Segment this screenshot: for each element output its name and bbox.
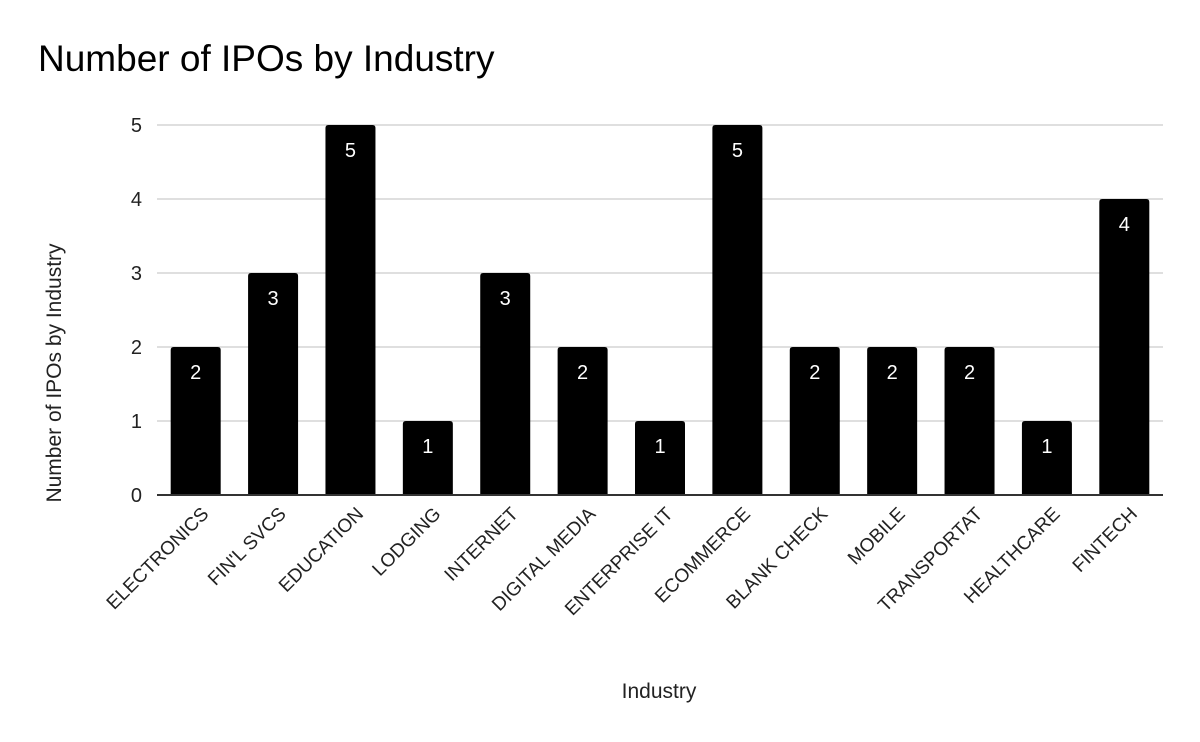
data-label: 1 <box>1041 436 1052 458</box>
data-label: 3 <box>268 288 279 310</box>
y-tick-label: 3 <box>131 263 142 285</box>
bar <box>480 273 531 495</box>
bar <box>557 347 608 495</box>
bar <box>635 421 685 495</box>
bar <box>789 347 840 495</box>
x-tick-label: INTERNET <box>441 503 523 585</box>
y-tick-label: 2 <box>131 337 142 359</box>
bar <box>867 347 918 495</box>
bar <box>402 421 453 495</box>
data-label: 2 <box>964 362 975 384</box>
bar <box>1021 421 1072 495</box>
y-tick-label: 4 <box>131 189 142 211</box>
chart-title: Number of IPOs by Industry <box>38 38 495 79</box>
x-tick-label: MOBILE <box>844 504 910 570</box>
x-tick-label: FINTECH <box>1069 504 1142 577</box>
data-label: 2 <box>809 362 820 384</box>
data-label: 5 <box>345 140 356 162</box>
x-tick-label: ELECTRONICS <box>103 504 213 614</box>
data-label: 1 <box>654 436 665 458</box>
data-label: 3 <box>500 288 511 310</box>
x-tick-label: FIN'L SVCS <box>204 504 290 590</box>
y-tick-label: 5 <box>131 115 142 137</box>
gridlines <box>157 124 1163 422</box>
x-tick-label: LODGING <box>369 504 446 581</box>
x-axis-title: Industry <box>622 680 697 703</box>
data-label: 2 <box>887 362 898 384</box>
bar <box>325 125 376 495</box>
data-label: 2 <box>577 362 588 384</box>
bar <box>944 347 995 495</box>
y-axis-title: Number of IPOs by Industry <box>43 243 66 503</box>
data-labels: 2 3 5 1 3 2 1 5 2 2 2 1 4 <box>190 140 1130 458</box>
y-tick-label: 1 <box>131 411 142 433</box>
bar <box>170 347 221 495</box>
bar <box>712 125 763 495</box>
bar <box>1099 199 1150 495</box>
data-label: 1 <box>422 436 433 458</box>
bar <box>248 273 299 495</box>
y-tick-label: 0 <box>131 485 142 507</box>
bars <box>170 125 1150 495</box>
data-label: 4 <box>1119 214 1130 236</box>
data-label: 5 <box>732 140 743 162</box>
data-label: 2 <box>190 362 201 384</box>
